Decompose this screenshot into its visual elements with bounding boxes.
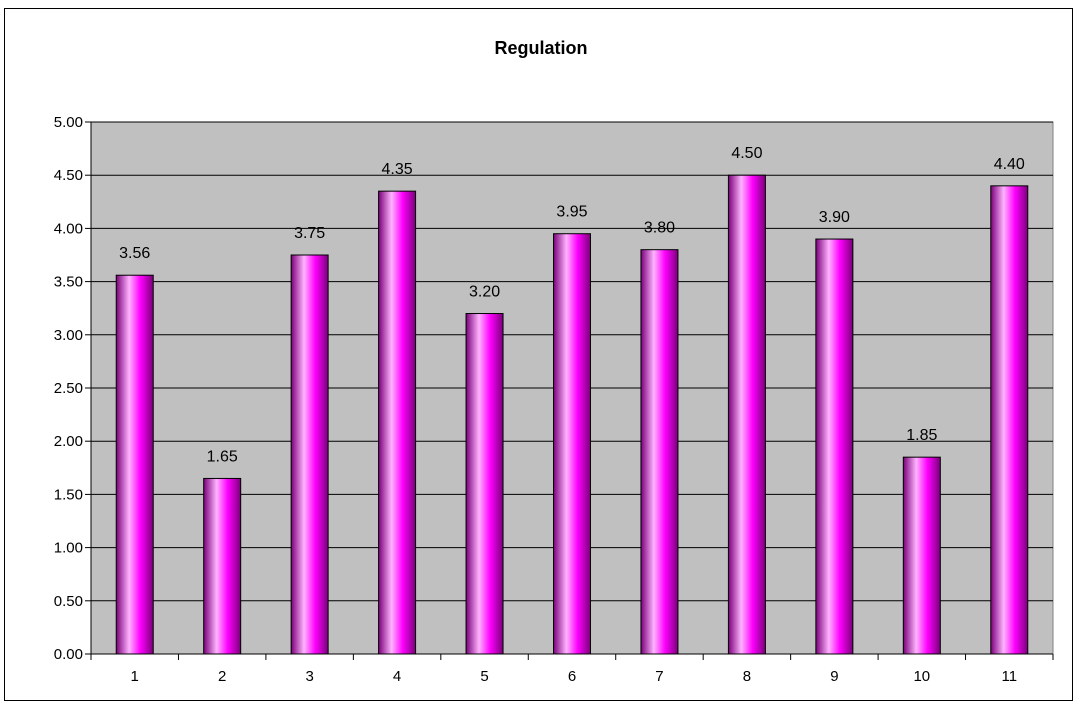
data-label: 3.90: [819, 209, 850, 226]
x-tick-labels: 1 2 3 4 5 6 7 8 9 10 11: [131, 668, 1018, 685]
y-tick-label: 2.00: [54, 433, 83, 450]
y-tick-label: 1.50: [54, 486, 83, 503]
data-label: 3.20: [469, 284, 500, 301]
x-tick-label: 6: [568, 668, 576, 685]
y-tick-label: 0.50: [54, 593, 83, 610]
x-tick-label: 3: [305, 668, 313, 685]
data-label: 3.75: [294, 225, 325, 242]
y-tick-label: 4.00: [54, 220, 83, 237]
data-label: 3.56: [119, 245, 150, 262]
x-tick-label: 9: [830, 668, 838, 685]
bar: [290, 254, 329, 655]
data-label: 4.40: [994, 156, 1025, 173]
bar: [203, 477, 242, 655]
y-tick-label: 3.50: [54, 274, 83, 291]
bar: [553, 233, 591, 655]
y-tick-label: 4.50: [54, 167, 83, 184]
data-labels: 3.56 1.65 3.75 4.35 3.20 3.95 3.80 4.50 3.90 1.85…: [119, 145, 1025, 465]
bar: [990, 185, 1029, 655]
y-tick-labels: 0.00 0.50 1.00 1.50 2.00 2.50 3.00 3.50 4.00 4.50…: [54, 114, 83, 663]
axes: [85, 121, 1054, 660]
bar: [640, 249, 679, 655]
data-label: 3.80: [644, 220, 675, 237]
data-label: 1.85: [906, 427, 937, 444]
y-tick-label: 2.50: [54, 380, 83, 397]
bar: [378, 190, 417, 655]
chart-title: Regulation: [495, 38, 588, 58]
data-label: 4.50: [731, 145, 762, 162]
x-tick-label: 10: [913, 668, 930, 685]
y-tick-label: 0.00: [54, 646, 83, 663]
chart-frame: Regulation 0.00 0.50 1.00 1.50 2.00 2.50 3.00 3…: [4, 8, 1073, 701]
y-tick-label: 1.00: [54, 540, 83, 557]
y-tick-label: 3.00: [54, 327, 83, 344]
data-label: 4.35: [382, 161, 413, 178]
bar: [815, 238, 854, 655]
data-label: 1.65: [207, 448, 238, 465]
data-label: 3.95: [556, 204, 587, 221]
bar-chart: Regulation 0.00 0.50 1.00 1.50 2.00 2.50 3.00 3…: [54, 38, 1054, 685]
bars: [115, 174, 1029, 655]
x-tick-label: 7: [655, 668, 663, 685]
x-tick-label: 5: [480, 668, 488, 685]
x-tick-label: 2: [218, 668, 226, 685]
x-tick-label: 11: [1001, 668, 1017, 685]
x-tick-label: 8: [743, 668, 751, 685]
x-tick-label: 4: [393, 668, 401, 685]
bar: [902, 456, 941, 655]
x-tick-label: 1: [131, 668, 139, 685]
bar: [115, 274, 154, 655]
bar: [465, 313, 504, 655]
gridlines: [91, 121, 1053, 602]
bar: [727, 174, 766, 655]
y-tick-label: 5.00: [54, 114, 83, 131]
